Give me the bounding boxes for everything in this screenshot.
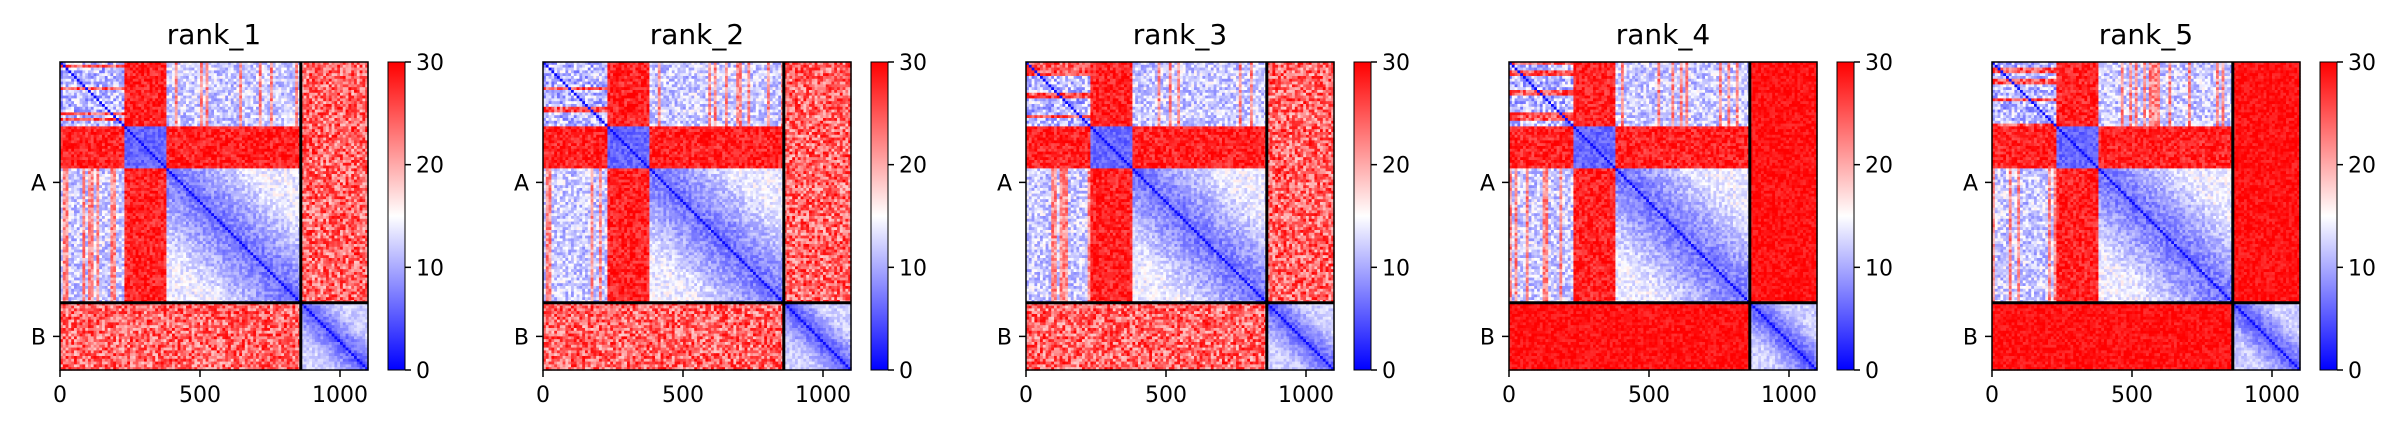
colorbar-tick-label: 20 (1382, 154, 1410, 179)
x-tick-label: 500 (1145, 383, 1187, 408)
colorbar (1354, 62, 1371, 370)
colorbar-tick-label: 10 (1382, 256, 1410, 281)
pae-panel-5: rank_5 0 500 1000 A B 0 10 20 30 (1963, 18, 2376, 408)
colorbar (1837, 62, 1854, 370)
colorbar-tick-label: 20 (416, 154, 444, 179)
x-tick-label: 0 (53, 383, 67, 408)
colorbar-tick-label: 0 (416, 359, 430, 384)
colorbar-tick-label: 20 (2348, 154, 2376, 179)
x-tick-label: 500 (2111, 383, 2153, 408)
x-tick-label: 1000 (1278, 383, 1334, 408)
pae-panel-2: rank_2 0 500 1000 A B 0 10 20 30 (514, 18, 927, 408)
x-tick-label: 0 (536, 383, 550, 408)
colorbar-tick-label: 30 (1865, 51, 1893, 76)
colorbar-tick-label: 10 (2348, 256, 2376, 281)
colorbar-tick-label: 30 (1382, 51, 1410, 76)
colorbar-tick-label: 20 (1865, 154, 1893, 179)
chain-label-A: A (997, 171, 1012, 196)
panel-title: rank_3 (1133, 18, 1227, 51)
colorbar-tick-label: 0 (1865, 359, 1879, 384)
heatmap-cells (1992, 62, 2301, 371)
pae-panel-1: rank_1 0 500 1000 A B 0 10 20 30 (31, 18, 444, 408)
heatmap-cells (1026, 62, 1335, 371)
x-tick-label: 1000 (312, 383, 368, 408)
x-tick-label: 500 (1628, 383, 1670, 408)
colorbar (388, 62, 405, 370)
pae-panel-4: rank_4 0 500 1000 A B 0 10 20 30 (1480, 18, 1893, 408)
chain-label-A: A (514, 171, 529, 196)
chain-label-B: B (1480, 325, 1495, 350)
chain-label-B: B (1963, 325, 1978, 350)
x-tick-label: 1000 (795, 383, 851, 408)
x-tick-label: 1000 (1761, 383, 1817, 408)
chain-label-B: B (31, 325, 46, 350)
colorbar-tick-label: 10 (1865, 256, 1893, 281)
panel-title: rank_2 (650, 18, 744, 51)
heatmap-cells (543, 62, 852, 371)
colorbar-tick-label: 20 (899, 154, 927, 179)
colorbar-tick-label: 0 (1382, 359, 1396, 384)
panel-title: rank_4 (1616, 18, 1710, 51)
x-tick-label: 1000 (2244, 383, 2300, 408)
x-tick-label: 0 (1985, 383, 1999, 408)
heatmap-cells (60, 62, 369, 371)
chain-label-A: A (1963, 171, 1978, 196)
chain-label-A: A (31, 171, 46, 196)
chain-label-B: B (997, 325, 1012, 350)
colorbar-tick-label: 30 (416, 51, 444, 76)
chain-label-B: B (514, 325, 529, 350)
pae-panel-3: rank_3 0 500 1000 A B 0 10 20 30 (997, 18, 1410, 408)
colorbar-tick-label: 10 (416, 256, 444, 281)
x-tick-label: 0 (1019, 383, 1033, 408)
chain-label-A: A (1480, 171, 1495, 196)
heatmap-cells (1509, 62, 1818, 371)
x-tick-label: 500 (179, 383, 221, 408)
colorbar-tick-label: 0 (2348, 359, 2362, 384)
colorbar-tick-label: 30 (899, 51, 927, 76)
colorbar-tick-label: 10 (899, 256, 927, 281)
colorbar-tick-label: 30 (2348, 51, 2376, 76)
panel-title: rank_1 (167, 18, 261, 51)
pae-figure: rank_10 500 1000AB0102030rank_20 500 1000AB0… (0, 0, 2401, 438)
colorbar (2320, 62, 2337, 370)
x-tick-label: 500 (662, 383, 704, 408)
panel-title: rank_5 (2099, 18, 2193, 51)
colorbar (871, 62, 888, 370)
x-tick-label: 0 (1502, 383, 1516, 408)
colorbar-tick-label: 0 (899, 359, 913, 384)
